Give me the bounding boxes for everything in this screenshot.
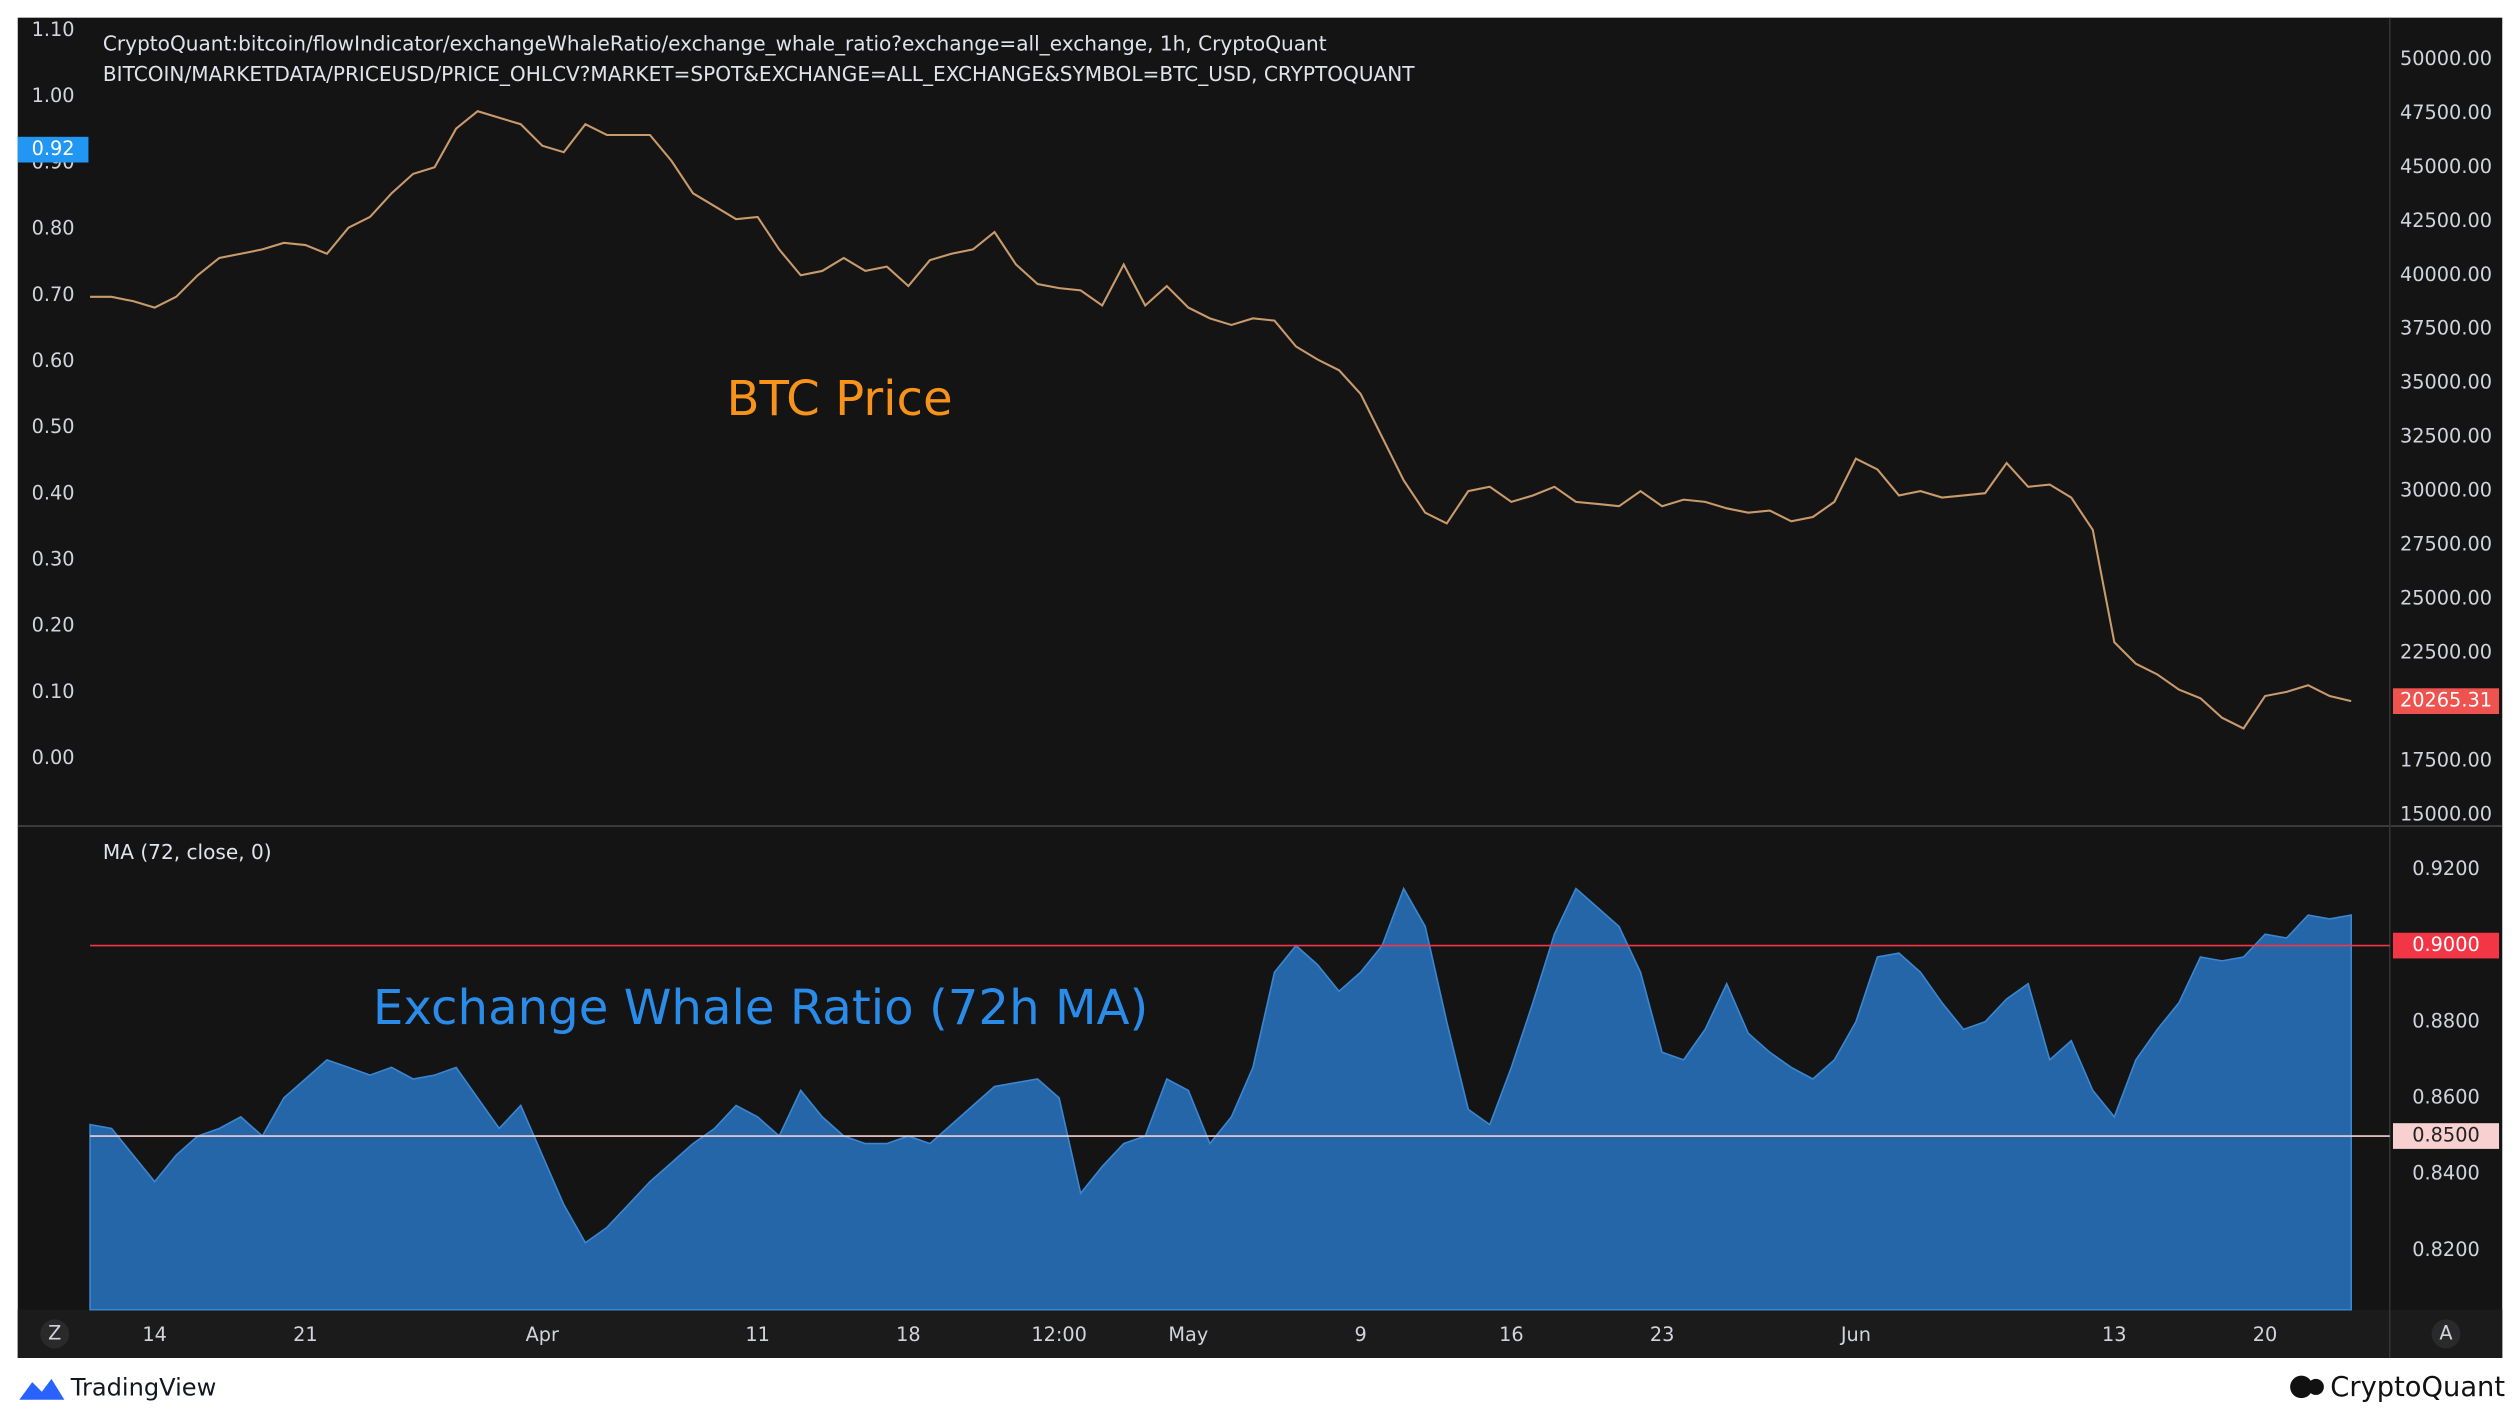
- tradingview-icon: [19, 1378, 65, 1400]
- y-tick-label: 0.8200: [2412, 1238, 2479, 1261]
- y-tick-label: 0.60: [32, 349, 75, 372]
- x-tick-label: Apr: [526, 1323, 559, 1346]
- z-button[interactable]: [40, 1319, 70, 1349]
- y2-tick-label: 40000.00: [2400, 263, 2492, 286]
- price-tag-label: 0.9000: [2412, 933, 2479, 956]
- y2-tick-label: 45000.00: [2400, 155, 2492, 178]
- y2-tick-label: 37500.00: [2400, 317, 2492, 340]
- cryptoquant-logo: CryptoQuant: [2290, 1372, 2505, 1403]
- y2-tick-label: 15000.00: [2400, 802, 2492, 825]
- y-tick-label: 0.70: [32, 283, 75, 306]
- y-marker: [17, 136, 89, 163]
- y-tick-label: 0.9200: [2412, 857, 2479, 880]
- x-tick-label: 18: [896, 1323, 921, 1346]
- x-tick-label: 23: [1650, 1323, 1675, 1346]
- price-tag: [2392, 932, 2500, 959]
- x-tick-label: May: [1168, 1323, 1208, 1346]
- y2-tick-label: 30000.00: [2400, 479, 2492, 502]
- y-tick-label: 0.20: [32, 614, 75, 637]
- indicator-legend: MA (72, close, 0): [103, 840, 272, 864]
- y2-tick-label: 32500.00: [2400, 425, 2492, 448]
- y-marker-label: 0.92: [32, 137, 75, 160]
- annotation: BTC Price: [726, 371, 952, 427]
- cryptoquant-icon: [2307, 1378, 2324, 1395]
- y2-tick-label: 42500.00: [2400, 209, 2492, 232]
- annotation: Exchange Whale Ratio (72h MA): [373, 980, 1148, 1036]
- y2-tick-label: 50000.00: [2400, 47, 2492, 70]
- x-tick-label: 21: [293, 1323, 318, 1346]
- y-tick-label: 0.8600: [2412, 1085, 2479, 1108]
- price-tag: [2392, 688, 2500, 715]
- y2-tick-label: 22500.00: [2400, 640, 2492, 663]
- y2-tick-label: 25000.00: [2400, 586, 2492, 609]
- x-tick-label: 14: [142, 1323, 167, 1346]
- x-tick-label: Jun: [1840, 1323, 1871, 1346]
- footer-brand: CryptoQuant: [2330, 1372, 2505, 1403]
- y2-tick-label: 35000.00: [2400, 371, 2492, 394]
- footer-brand: TradingView: [70, 1374, 217, 1402]
- y-tick-label: 0.10: [32, 680, 75, 703]
- y2-tick-label: 17500.00: [2400, 748, 2492, 771]
- y-tick-label: 1.10: [32, 18, 75, 41]
- a-button-label[interactable]: A: [2439, 1321, 2453, 1344]
- y-tick-label: 0.80: [32, 217, 75, 240]
- y-tick-label: 1.00: [32, 84, 75, 107]
- x-tick-label: 20: [2253, 1323, 2278, 1346]
- x-axis-strip: [17, 1309, 2503, 1358]
- a-button[interactable]: [2431, 1319, 2461, 1349]
- price-tag-label: 20265.31: [2400, 689, 2492, 712]
- price-tag: [2392, 1123, 2500, 1149]
- y-tick-label: 0.50: [32, 415, 75, 438]
- y2-tick-label: 27500.00: [2400, 533, 2492, 556]
- y2-tick-label: 47500.00: [2400, 101, 2492, 124]
- x-tick-label: 11: [745, 1323, 770, 1346]
- z-button-label[interactable]: Z: [48, 1321, 61, 1344]
- y-tick-label: 0.30: [32, 547, 75, 570]
- y-tick-label: 0.40: [32, 481, 75, 504]
- y-tick-label: 0.00: [32, 746, 75, 769]
- x-tick-label: 16: [1499, 1323, 1524, 1346]
- cryptoquant-icon: [2290, 1375, 2313, 1399]
- x-tick-label: 12:00: [1031, 1323, 1087, 1346]
- source-line: CryptoQuant:bitcoin/flowIndicator/exchan…: [103, 31, 1327, 55]
- price-line: [90, 110, 2352, 730]
- y-tick-label: 0.8800: [2412, 1009, 2479, 1032]
- tradingview-logo: TradingView: [19, 1374, 216, 1402]
- y-tick-label: 0.8400: [2412, 1162, 2479, 1185]
- source-line: BITCOIN/MARKETDATA/PRICEUSD/PRICE_OHLCV?…: [103, 62, 1415, 86]
- price-tag-label: 0.8500: [2412, 1124, 2479, 1147]
- x-tick-label: 9: [1354, 1323, 1366, 1346]
- ratio-area: [89, 886, 2352, 1311]
- x-tick-label: 13: [2102, 1323, 2127, 1346]
